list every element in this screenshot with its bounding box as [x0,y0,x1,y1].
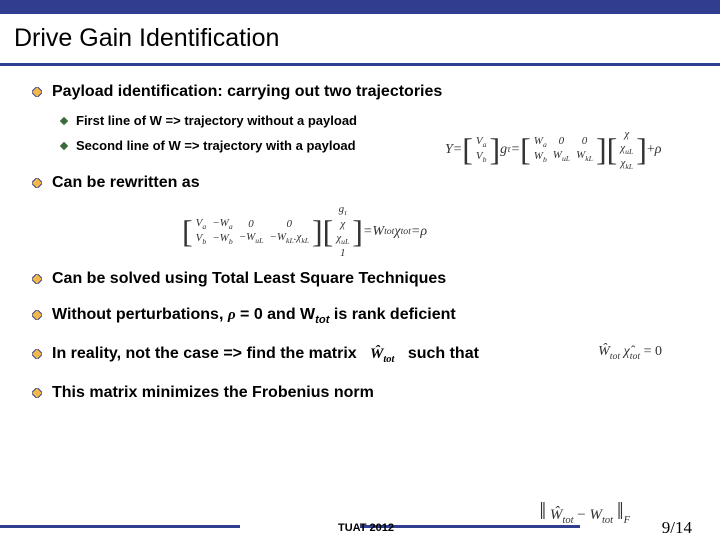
equation-2: [ VaVb −Wa−Wb 0−WuL 0−WkL.χkL ] [ gτχχuL… [182,203,688,260]
bullet-payload: Payload identification: carrying out two… [32,82,688,103]
sub-bullet-text: Second line of W => trajectory with a pa… [76,138,356,155]
slide-title: Drive Gain Identification [0,14,720,57]
diamond-sub-icon [60,142,68,150]
bullet-text: Can be rewritten as [52,173,200,194]
diamond-bullet-icon [32,178,42,188]
bullet-text: This matrix minimizes the Frobenius norm [52,383,374,404]
header-band [0,0,720,14]
bullet-perturbations: Without perturbations, ρ = 0 and Wtot is… [32,305,688,328]
bullet-text: In reality, not the case => find the mat… [52,344,479,367]
footer-page-number: 9/14 [662,518,692,538]
footer-band-left [0,525,240,528]
diamond-sub-icon [60,117,68,125]
bullet-rewritten: Can be rewritten as [32,173,688,194]
bullet-text: Payload identification: carrying out two… [52,82,442,103]
diamond-bullet-icon [32,349,42,359]
diamond-bullet-icon [32,310,42,320]
diamond-bullet-icon [32,87,42,97]
bullet-solved: Can be solved using Total Least Square T… [32,269,688,290]
sub-bullet-text: First line of W => trajectory without a … [76,113,357,130]
diamond-bullet-icon [32,388,42,398]
footer-conference: TUAT 2012 [338,522,394,534]
equation-frobenius-norm: ‖ Ŵtot − Wtot ‖F [539,499,630,526]
content-area: Payload identification: carrying out two… [0,66,720,403]
bullet-frobenius: This matrix minimizes the Frobenius norm [32,383,688,404]
equation-3: Ŵtot χ̂tot = 0 [598,344,662,362]
bullet-text: Without perturbations, ρ = 0 and Wtot is… [52,305,456,328]
bullet-text: Can be solved using Total Least Square T… [52,269,446,290]
diamond-bullet-icon [32,274,42,284]
bullet-reality: In reality, not the case => find the mat… [32,344,688,367]
equation-1: Y = [ VaVb ] gτ = [ WaWb 0WuL 0WkL ] [ χ… [445,128,662,171]
